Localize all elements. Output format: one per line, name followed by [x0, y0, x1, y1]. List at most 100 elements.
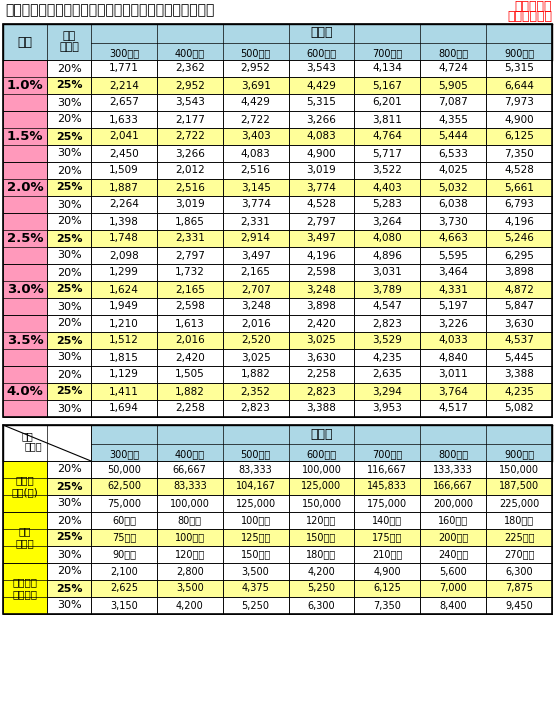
Text: 4,355: 4,355 [438, 114, 468, 124]
Bar [91, 111, 157, 128]
Bar [91, 563, 157, 580]
Bar [223, 111, 289, 128]
Text: 3,630: 3,630 [504, 318, 534, 328]
Text: 6,295: 6,295 [504, 251, 534, 261]
Bar [420, 400, 486, 417]
Bar [355, 315, 420, 332]
Bar [420, 94, 486, 111]
Text: 4,528: 4,528 [504, 166, 534, 176]
Text: 2,800: 2,800 [176, 566, 204, 576]
Bar [47, 162, 91, 179]
Bar [157, 546, 223, 563]
Text: 5,246: 5,246 [504, 233, 534, 243]
Text: 500万円: 500万円 [240, 449, 271, 459]
Bar [486, 145, 552, 162]
Text: 4,200: 4,200 [307, 566, 335, 576]
Text: 30%: 30% [57, 98, 82, 108]
Bar [47, 111, 91, 128]
Text: 125,000: 125,000 [235, 498, 276, 508]
Text: 3,294: 3,294 [372, 386, 402, 396]
Text: 187,500: 187,500 [499, 481, 539, 491]
Text: 2,016: 2,016 [241, 318, 270, 328]
Text: 2,331: 2,331 [241, 216, 271, 226]
Bar [157, 298, 223, 315]
Text: 5,847: 5,847 [504, 301, 534, 311]
Bar [223, 546, 289, 563]
Text: 100万円: 100万円 [175, 533, 205, 543]
Text: 5,600: 5,600 [440, 566, 467, 576]
Bar [47, 349, 91, 366]
Bar [289, 162, 355, 179]
Bar [223, 332, 289, 349]
Text: 150万円: 150万円 [240, 550, 271, 560]
Text: 返済額: 返済額 [16, 538, 34, 548]
Bar [47, 145, 91, 162]
Text: 2,797: 2,797 [175, 251, 205, 261]
Text: 1,512: 1,512 [109, 336, 139, 346]
Bar [157, 230, 223, 247]
Text: 100万円: 100万円 [240, 516, 271, 526]
Text: 7,000: 7,000 [440, 583, 467, 593]
Text: 5,250: 5,250 [307, 583, 336, 593]
Bar [420, 264, 486, 281]
Bar [355, 196, 420, 213]
Text: 1,732: 1,732 [175, 268, 205, 278]
Text: 30%: 30% [57, 199, 82, 209]
Bar [355, 264, 420, 281]
Bar [355, 213, 420, 230]
Text: 3,522: 3,522 [372, 166, 402, 176]
Text: 400万円: 400万円 [175, 449, 205, 459]
Text: 200,000: 200,000 [433, 498, 473, 508]
Text: 1,210: 1,210 [109, 318, 139, 328]
Text: 6,125: 6,125 [374, 583, 401, 593]
Text: 3,500: 3,500 [176, 583, 204, 593]
Bar [289, 213, 355, 230]
Text: 6,644: 6,644 [504, 81, 534, 91]
Text: 30%: 30% [57, 301, 82, 311]
Text: 4,403: 4,403 [372, 183, 402, 193]
Text: 145,833: 145,833 [367, 481, 407, 491]
Text: 2,177: 2,177 [175, 114, 205, 124]
Bar [289, 366, 355, 383]
Bar [223, 77, 289, 94]
Bar [47, 400, 91, 417]
Bar [289, 597, 355, 614]
Bar [3, 512, 47, 563]
Bar [289, 563, 355, 580]
Text: 年間: 年間 [19, 526, 31, 536]
Bar [420, 60, 486, 77]
Bar [420, 512, 486, 529]
Bar [355, 383, 420, 400]
Text: 元利金等払い: 元利金等払い [507, 11, 552, 24]
Bar [91, 597, 157, 614]
Text: 25%: 25% [56, 183, 82, 193]
Bar [223, 400, 289, 417]
Text: 4,134: 4,134 [372, 64, 402, 74]
Text: 6,201: 6,201 [372, 98, 402, 108]
Text: 4,429: 4,429 [241, 98, 271, 108]
Bar [355, 597, 420, 614]
Text: 3,266: 3,266 [306, 114, 336, 124]
Bar [355, 495, 420, 512]
Text: 6,793: 6,793 [504, 199, 534, 209]
Bar [157, 94, 223, 111]
Bar [289, 461, 355, 478]
Text: 3,150: 3,150 [110, 600, 138, 610]
Bar [3, 60, 47, 111]
Bar [91, 315, 157, 332]
Text: 25%: 25% [56, 481, 82, 491]
Bar [486, 60, 552, 77]
Text: 7,875: 7,875 [505, 583, 533, 593]
Text: 2,258: 2,258 [175, 403, 205, 413]
Text: 20%: 20% [57, 465, 82, 475]
Bar [289, 546, 355, 563]
Text: 年収: 年収 [21, 431, 33, 441]
Text: 25%: 25% [56, 284, 82, 294]
Text: 1,624: 1,624 [109, 284, 139, 294]
Text: 1,815: 1,815 [109, 353, 139, 363]
Text: 1,887: 1,887 [109, 183, 139, 193]
Bar [47, 213, 91, 230]
Bar [3, 111, 47, 162]
Text: 30%: 30% [57, 403, 82, 413]
Bar [355, 281, 420, 298]
